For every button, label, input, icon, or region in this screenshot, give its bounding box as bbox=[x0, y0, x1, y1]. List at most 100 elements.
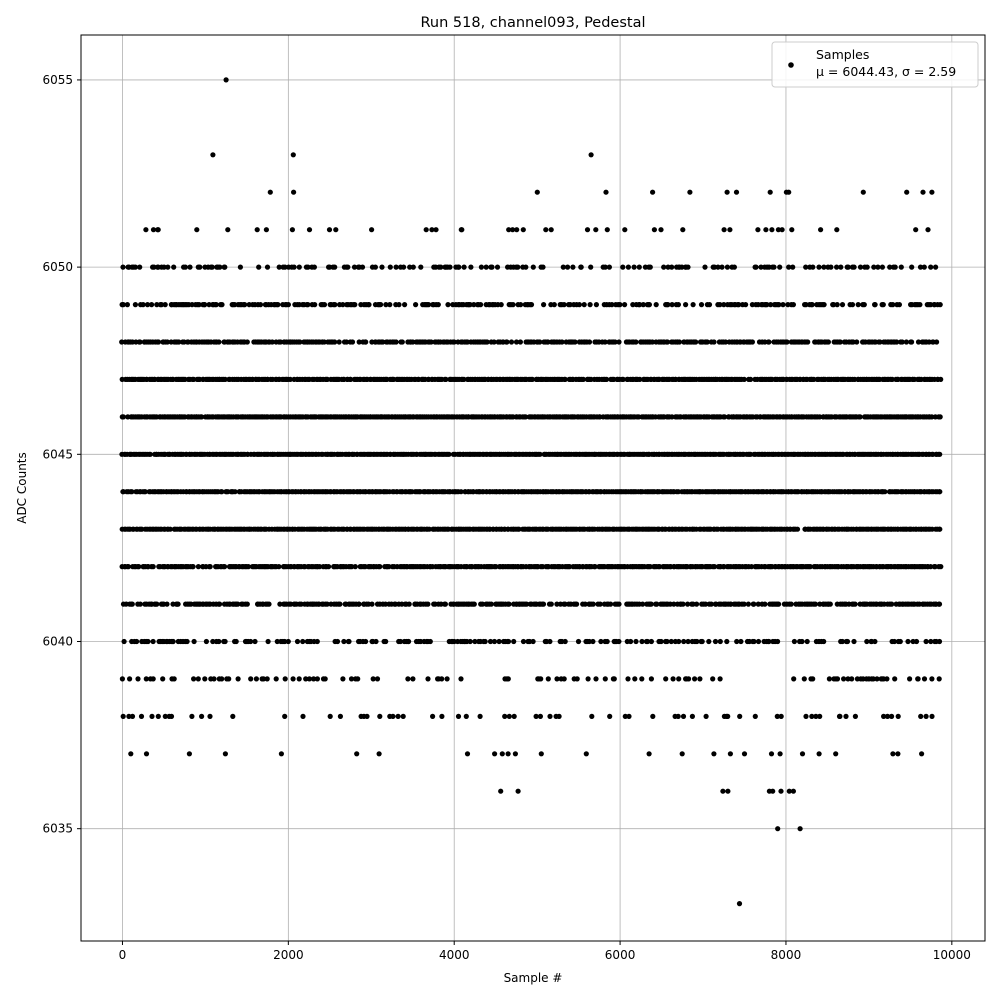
data-point bbox=[223, 77, 229, 83]
data-point bbox=[428, 339, 434, 345]
data-point bbox=[736, 901, 743, 907]
data-point bbox=[685, 264, 691, 270]
data-point bbox=[872, 302, 878, 308]
data-point bbox=[790, 302, 797, 308]
data-point bbox=[915, 676, 921, 682]
data-point bbox=[127, 676, 133, 682]
data-point bbox=[737, 713, 743, 720]
chart-title: Run 518, channel093, Pedestal bbox=[420, 15, 645, 31]
data-point bbox=[393, 339, 399, 345]
data-point bbox=[387, 264, 393, 270]
data-point bbox=[578, 264, 584, 270]
data-point bbox=[207, 564, 213, 570]
data-point bbox=[505, 638, 512, 645]
data-point bbox=[321, 302, 328, 308]
data-point bbox=[529, 376, 536, 382]
data-point bbox=[426, 526, 432, 532]
data-point bbox=[647, 564, 653, 570]
data-point bbox=[264, 676, 270, 682]
data-point bbox=[143, 751, 150, 757]
data-point bbox=[455, 713, 462, 720]
data-point bbox=[803, 713, 809, 720]
data-point bbox=[741, 601, 747, 607]
x-tick-label: 4000 bbox=[439, 948, 470, 962]
data-point bbox=[458, 676, 464, 682]
data-point bbox=[849, 302, 856, 308]
data-point bbox=[804, 638, 810, 645]
data-point bbox=[209, 264, 215, 270]
data-point bbox=[274, 638, 280, 645]
data-point bbox=[766, 638, 772, 645]
data-point bbox=[369, 227, 375, 233]
data-point bbox=[860, 189, 866, 195]
data-point bbox=[356, 601, 362, 607]
data-point bbox=[257, 302, 264, 308]
data-point bbox=[593, 676, 599, 682]
data-point bbox=[537, 451, 543, 457]
data-point bbox=[289, 227, 295, 233]
data-point bbox=[917, 302, 923, 308]
data-point bbox=[149, 302, 155, 308]
data-point bbox=[751, 601, 757, 607]
data-point bbox=[844, 638, 851, 645]
data-point bbox=[683, 302, 689, 308]
data-point bbox=[778, 713, 784, 720]
data-point bbox=[158, 302, 165, 308]
data-point bbox=[755, 638, 762, 645]
data-point bbox=[155, 227, 161, 233]
data-point bbox=[752, 713, 758, 720]
data-point bbox=[748, 564, 755, 570]
data-point bbox=[340, 676, 346, 682]
data-point bbox=[788, 601, 794, 607]
data-point bbox=[708, 601, 714, 607]
data-point bbox=[406, 638, 412, 645]
data-point bbox=[631, 264, 637, 270]
data-point bbox=[834, 227, 840, 233]
data-point bbox=[583, 751, 589, 757]
data-point bbox=[799, 751, 806, 757]
data-point bbox=[581, 302, 587, 308]
data-point bbox=[640, 302, 646, 308]
data-point bbox=[606, 264, 613, 270]
data-point bbox=[266, 601, 272, 607]
data-point bbox=[547, 638, 553, 645]
data-point bbox=[471, 302, 477, 308]
data-point bbox=[541, 302, 547, 308]
data-point bbox=[890, 302, 896, 308]
data-point bbox=[509, 227, 516, 233]
legend-stats: μ = 6044.43, σ = 2.59 bbox=[816, 64, 956, 79]
data-point bbox=[928, 264, 934, 270]
data-point bbox=[222, 751, 228, 757]
data-point bbox=[402, 302, 408, 308]
data-point bbox=[510, 302, 516, 308]
data-point bbox=[570, 264, 576, 270]
data-point bbox=[155, 339, 162, 345]
data-point bbox=[230, 713, 236, 720]
data-point bbox=[170, 638, 176, 645]
data-point bbox=[554, 676, 560, 682]
data-point bbox=[689, 713, 696, 720]
data-point bbox=[164, 601, 170, 607]
data-point bbox=[135, 676, 141, 682]
data-point bbox=[632, 676, 638, 682]
data-point bbox=[633, 638, 639, 645]
data-point bbox=[598, 638, 604, 645]
data-point bbox=[872, 638, 878, 645]
data-point bbox=[326, 564, 332, 570]
data-point bbox=[151, 264, 157, 270]
data-point bbox=[199, 414, 205, 420]
data-point bbox=[194, 227, 200, 233]
data-point bbox=[777, 264, 783, 270]
data-point bbox=[676, 638, 682, 645]
data-point bbox=[498, 788, 504, 794]
data-point bbox=[580, 376, 586, 382]
data-point bbox=[913, 638, 920, 645]
data-point bbox=[471, 601, 477, 607]
data-point bbox=[809, 713, 815, 720]
data-point bbox=[379, 264, 385, 270]
data-point bbox=[717, 302, 723, 308]
data-point bbox=[511, 638, 517, 645]
data-point bbox=[478, 264, 484, 270]
data-point bbox=[668, 638, 674, 645]
data-point bbox=[554, 601, 560, 607]
